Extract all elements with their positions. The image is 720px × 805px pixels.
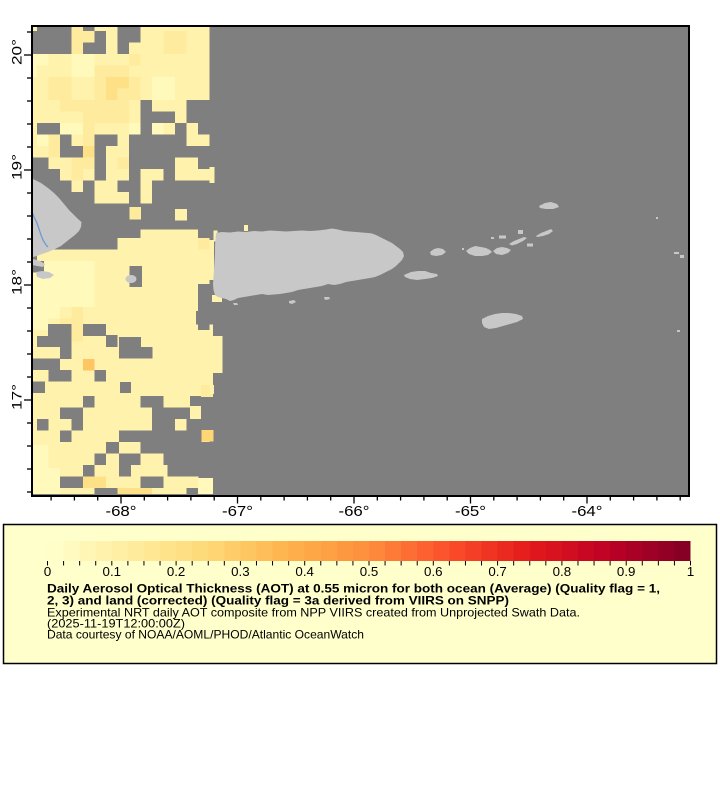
- svg-text:0.1: 0.1: [103, 565, 122, 579]
- svg-text:17°: 17°: [10, 384, 25, 410]
- svg-text:2, 3) and land (corrected) (Qu: 2, 3) and land (corrected) (Quality flag…: [47, 594, 509, 608]
- svg-text:0.6: 0.6: [424, 565, 443, 579]
- svg-text:-64°: -64°: [572, 504, 603, 520]
- svg-text:-68°: -68°: [106, 504, 137, 520]
- svg-text:20°: 20°: [10, 39, 25, 65]
- svg-text:0.4: 0.4: [295, 565, 314, 579]
- svg-text:0.9: 0.9: [617, 565, 636, 579]
- svg-text:-66°: -66°: [339, 504, 370, 520]
- svg-text:0.2: 0.2: [167, 565, 186, 579]
- svg-text:Experimental NRT daily AOT com: Experimental NRT daily AOT composite fro…: [47, 606, 580, 620]
- svg-text:18°: 18°: [10, 269, 25, 295]
- svg-text:0.7: 0.7: [488, 565, 507, 579]
- svg-text:(2025-11-19T12:00:00Z): (2025-11-19T12:00:00Z): [47, 617, 185, 631]
- svg-text:0.5: 0.5: [360, 565, 379, 579]
- svg-text:Data courtesy of NOAA/AOML/PHO: Data courtesy of NOAA/AOML/PHOD/Atlantic…: [47, 628, 364, 642]
- svg-text:-67°: -67°: [222, 504, 253, 520]
- svg-text:Daily Aerosol Optical Thicknes: Daily Aerosol Optical Thickness (AOT) at…: [47, 582, 660, 596]
- svg-text:0.3: 0.3: [231, 565, 250, 579]
- svg-text:19°: 19°: [10, 154, 25, 180]
- svg-text:0.8: 0.8: [553, 565, 572, 579]
- svg-text:0: 0: [44, 565, 52, 579]
- svg-text:1: 1: [687, 565, 695, 579]
- svg-text:-65°: -65°: [455, 504, 486, 520]
